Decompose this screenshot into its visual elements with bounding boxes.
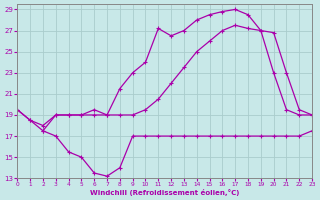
- X-axis label: Windchill (Refroidissement éolien,°C): Windchill (Refroidissement éolien,°C): [90, 189, 239, 196]
